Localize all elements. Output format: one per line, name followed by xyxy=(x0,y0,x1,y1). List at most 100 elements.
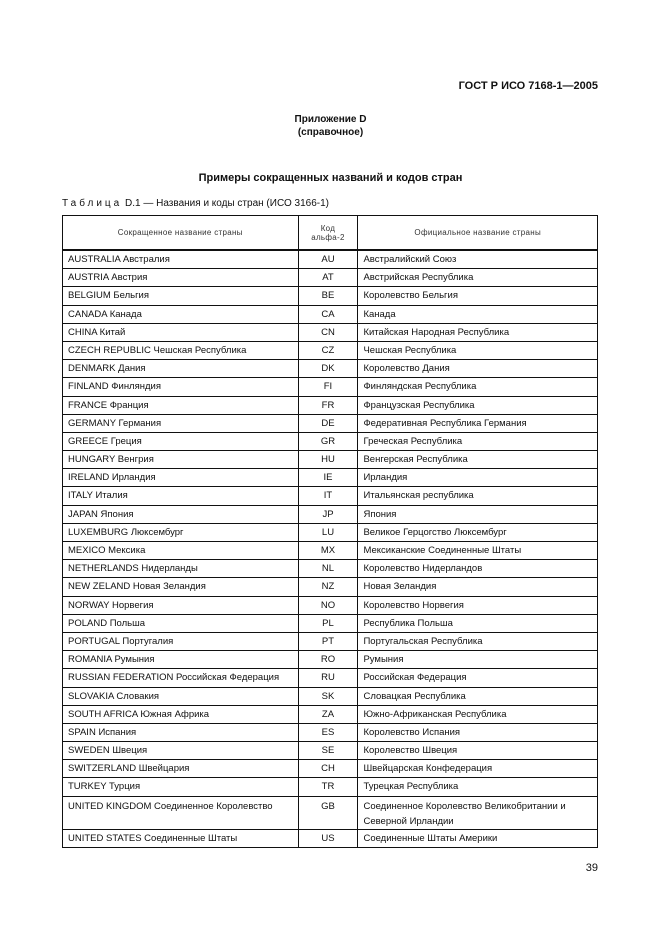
cell-official-name: Российская Федерация xyxy=(357,668,598,688)
cell-short-name: TURKEY Турция xyxy=(62,777,299,797)
cell-code: NL xyxy=(297,559,359,579)
cell-short-name: UNITED KINGDOM Соединенное Королевство xyxy=(62,795,299,830)
cell-code: AT xyxy=(297,268,359,288)
cell-official-name: Португальская Республика xyxy=(357,631,598,652)
cell-short-name: CANADA Канада xyxy=(62,304,299,324)
table-row: SWITZERLAND Швейцария CH Швейцарская Конфе… xyxy=(62,759,598,779)
cell-code: DE xyxy=(297,413,359,433)
cell-official-name: Япония xyxy=(357,504,598,524)
table-row: BELGIUM Бельгия BE Королевство Бельгия xyxy=(62,286,598,306)
cell-official-name: Мексиканские Соединенные Штаты xyxy=(357,540,598,561)
cell-official-name: Республика Польша xyxy=(357,613,598,633)
table-row: NETHERLANDS Нидерланды NL Королевство Ниде… xyxy=(62,559,598,579)
cell-official-name: Королевство Испания xyxy=(357,722,598,743)
cell-code: CA xyxy=(297,304,359,324)
cell-code: GR xyxy=(297,431,359,452)
cell-official-name: Королевство Швеция xyxy=(357,741,598,761)
cell-code: RU xyxy=(297,668,359,688)
header-short-name: Сокращенное название страны xyxy=(62,215,299,251)
cell-short-name: FINLAND Финляндия xyxy=(62,377,299,397)
cell-short-name: SWEDEN Швеция xyxy=(62,741,299,761)
cell-code: SK xyxy=(297,686,359,706)
cell-official-name: Новая Зеландия xyxy=(357,577,598,597)
cell-official-name: Королевство Норвегия xyxy=(357,595,598,615)
country-codes-table: Сокращенное название страны Код альфа-2 … xyxy=(62,215,598,848)
cell-official-name: Королевство Нидерландов xyxy=(357,559,598,579)
table-row: MEXICO Мексика MX Мексиканские Соединенные… xyxy=(62,540,598,561)
cell-short-name: LUXEMBURG Люксембург xyxy=(62,522,299,543)
cell-official-name: Турецкая Республика xyxy=(357,777,598,797)
cell-official-name: Словацкая Республика xyxy=(357,686,598,706)
cell-code: JP xyxy=(297,504,359,524)
table-row: SOUTH AFRICA Южная Африка ZA Южно-Африканс… xyxy=(62,704,598,724)
cell-short-name: AUSTRIA Австрия xyxy=(62,268,299,288)
cell-short-name: SOUTH AFRICA Южная Африка xyxy=(62,704,299,724)
cell-short-name: PORTUGAL Португалия xyxy=(62,631,299,652)
cell-short-name: RUSSIAN FEDERATION Российская Федерация xyxy=(62,668,299,688)
cell-official-name: Чешская Республика xyxy=(357,340,598,361)
table-row: CHINA Китай CN Китайская Народная Республи… xyxy=(62,322,598,342)
table-row: AUSTRIA Австрия AT Австрийская Республика xyxy=(62,268,598,288)
cell-short-name: JAPAN Япония xyxy=(62,504,299,524)
cell-short-name: POLAND Польша xyxy=(62,613,299,633)
caption-text: D.1 — Названия и коды стран (ИСО 3166-1) xyxy=(125,198,329,209)
cell-short-name: GREECE Греция xyxy=(62,431,299,452)
cell-short-name: GERMANY Германия xyxy=(62,413,299,433)
cell-code: HU xyxy=(297,450,359,470)
cell-official-name: Канада xyxy=(357,304,598,324)
cell-code: CN xyxy=(297,322,359,342)
table-row: CZECH REPUBLIC Чешская Республика CZ Чешск… xyxy=(62,340,598,361)
cell-short-name: HUNGARY Венгрия xyxy=(62,450,299,470)
header-code: Код альфа-2 xyxy=(297,215,359,251)
cell-code: IE xyxy=(297,468,359,488)
cell-code: TR xyxy=(297,777,359,797)
cell-code: AU xyxy=(297,249,359,270)
cell-short-name: BELGIUM Бельгия xyxy=(62,286,299,306)
table-row: SPAIN Испания ES Королевство Испания xyxy=(62,722,598,743)
cell-code: FR xyxy=(297,395,359,415)
cell-short-name: ITALY Италия xyxy=(62,486,299,506)
cell-official-name: Австрийская Республика xyxy=(357,268,598,288)
cell-short-name: DENMARK Дания xyxy=(62,359,299,379)
table-row: JAPAN Япония JP Япония xyxy=(62,504,598,524)
header-official-name: Официальное название страны xyxy=(357,215,598,251)
cell-code: CH xyxy=(297,759,359,779)
table-row: UNITED STATES Соединенные Штаты US Соедине… xyxy=(62,828,598,848)
cell-official-name: Королевство Бельгия xyxy=(357,286,598,306)
cell-official-name: Королевство Дания xyxy=(357,359,598,379)
appendix-label: Приложение D xyxy=(294,114,367,125)
cell-official-name: Венгерская Республика xyxy=(357,450,598,470)
cell-code: DK xyxy=(297,359,359,379)
cell-official-name: Итальянская республика xyxy=(357,486,598,506)
table-row: ITALY Италия IT Итальянская республика xyxy=(62,486,598,506)
table-row: GREECE Греция GR Греческая Республика xyxy=(62,431,598,452)
table-row: HUNGARY Венгрия HU Венгерская Республика xyxy=(62,450,598,470)
cell-code: PT xyxy=(297,631,359,652)
cell-short-name: NORWAY Норвегия xyxy=(62,595,299,615)
cell-code: GB xyxy=(297,795,359,830)
cell-official-name: Французская Республика xyxy=(357,395,598,415)
cell-code: SE xyxy=(297,741,359,761)
table-row: IRELAND Ирландия IE Ирландия xyxy=(62,468,598,488)
table-row: NEW ZELAND Новая Зеландия NZ Новая Зеланди… xyxy=(62,577,598,597)
cell-official-name: Ирландия xyxy=(357,468,598,488)
cell-official-name: Соединенные Штаты Америки xyxy=(357,828,598,848)
cell-official-name: Китайская Народная Республика xyxy=(357,322,598,342)
cell-short-name: MEXICO Мексика xyxy=(62,540,299,561)
cell-short-name: NEW ZELAND Новая Зеландия xyxy=(62,577,299,597)
cell-code: NO xyxy=(297,595,359,615)
cell-code: CZ xyxy=(297,340,359,361)
cell-short-name: NETHERLANDS Нидерланды xyxy=(62,559,299,579)
section-title: Примеры сокращенных названий и кодов стр… xyxy=(198,172,463,184)
cell-official-name: Великое Герцогство Люксембург xyxy=(357,522,598,543)
cell-official-name: Швейцарская Конфедерация xyxy=(357,759,598,779)
cell-short-name: AUSTRALIA Австралия xyxy=(62,249,299,270)
table-row: PORTUGAL Португалия PT Португальская Респу… xyxy=(62,631,598,652)
cell-code: BE xyxy=(297,286,359,306)
cell-official-name: Федеративная Республика Германия xyxy=(357,413,598,433)
cell-code: ZA xyxy=(297,704,359,724)
cell-code: US xyxy=(297,828,359,848)
standard-header: ГОСТ Р ИСО 7168-1—2005 xyxy=(458,80,598,92)
cell-official-name: Австралийский Союз xyxy=(357,249,598,270)
